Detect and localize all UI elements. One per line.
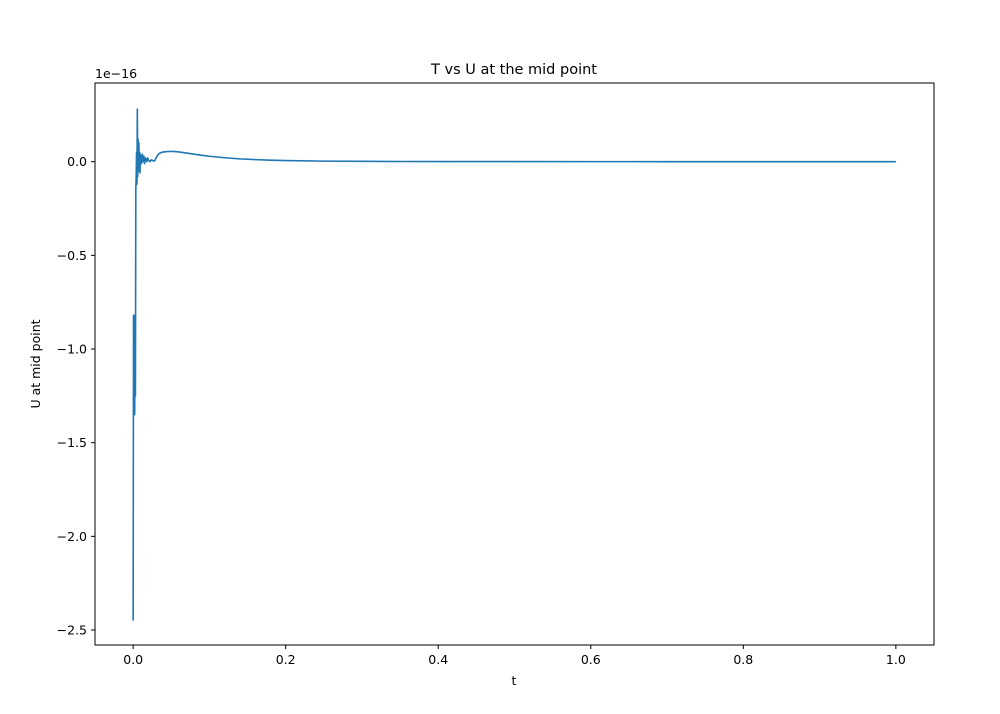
y-tick-label: −2.5 — [57, 623, 87, 638]
x-axis-label: t — [512, 673, 517, 688]
x-axis: 0.0 0.2 0.4 0.6 0.8 1.0 — [123, 645, 906, 667]
x-tick-label: 0.8 — [733, 652, 753, 667]
x-tick-label: 0.0 — [123, 652, 143, 667]
y-axis-label: U at mid point — [28, 319, 43, 408]
y-tick-label: −0.5 — [57, 248, 87, 263]
y-tick-label: −2.0 — [57, 529, 87, 544]
y-offset-label: 1e−16 — [95, 66, 137, 81]
series-line — [132, 108, 896, 621]
chart-title: T vs U at the mid point — [430, 62, 597, 78]
y-axis: 0.0 −0.5 −1.0 −1.5 −2.0 −2.5 — [57, 154, 95, 638]
x-tick-label: 0.6 — [581, 652, 601, 667]
y-tick-label: −1.5 — [57, 435, 87, 450]
y-tick-label: 0.0 — [67, 154, 87, 169]
plot-frame — [94, 82, 935, 646]
x-tick-label: 0.4 — [428, 652, 448, 667]
y-tick-label: −1.0 — [57, 342, 87, 357]
x-tick-label: 0.2 — [276, 652, 296, 667]
x-tick-label: 1.0 — [886, 652, 906, 667]
plot-area — [132, 108, 896, 621]
